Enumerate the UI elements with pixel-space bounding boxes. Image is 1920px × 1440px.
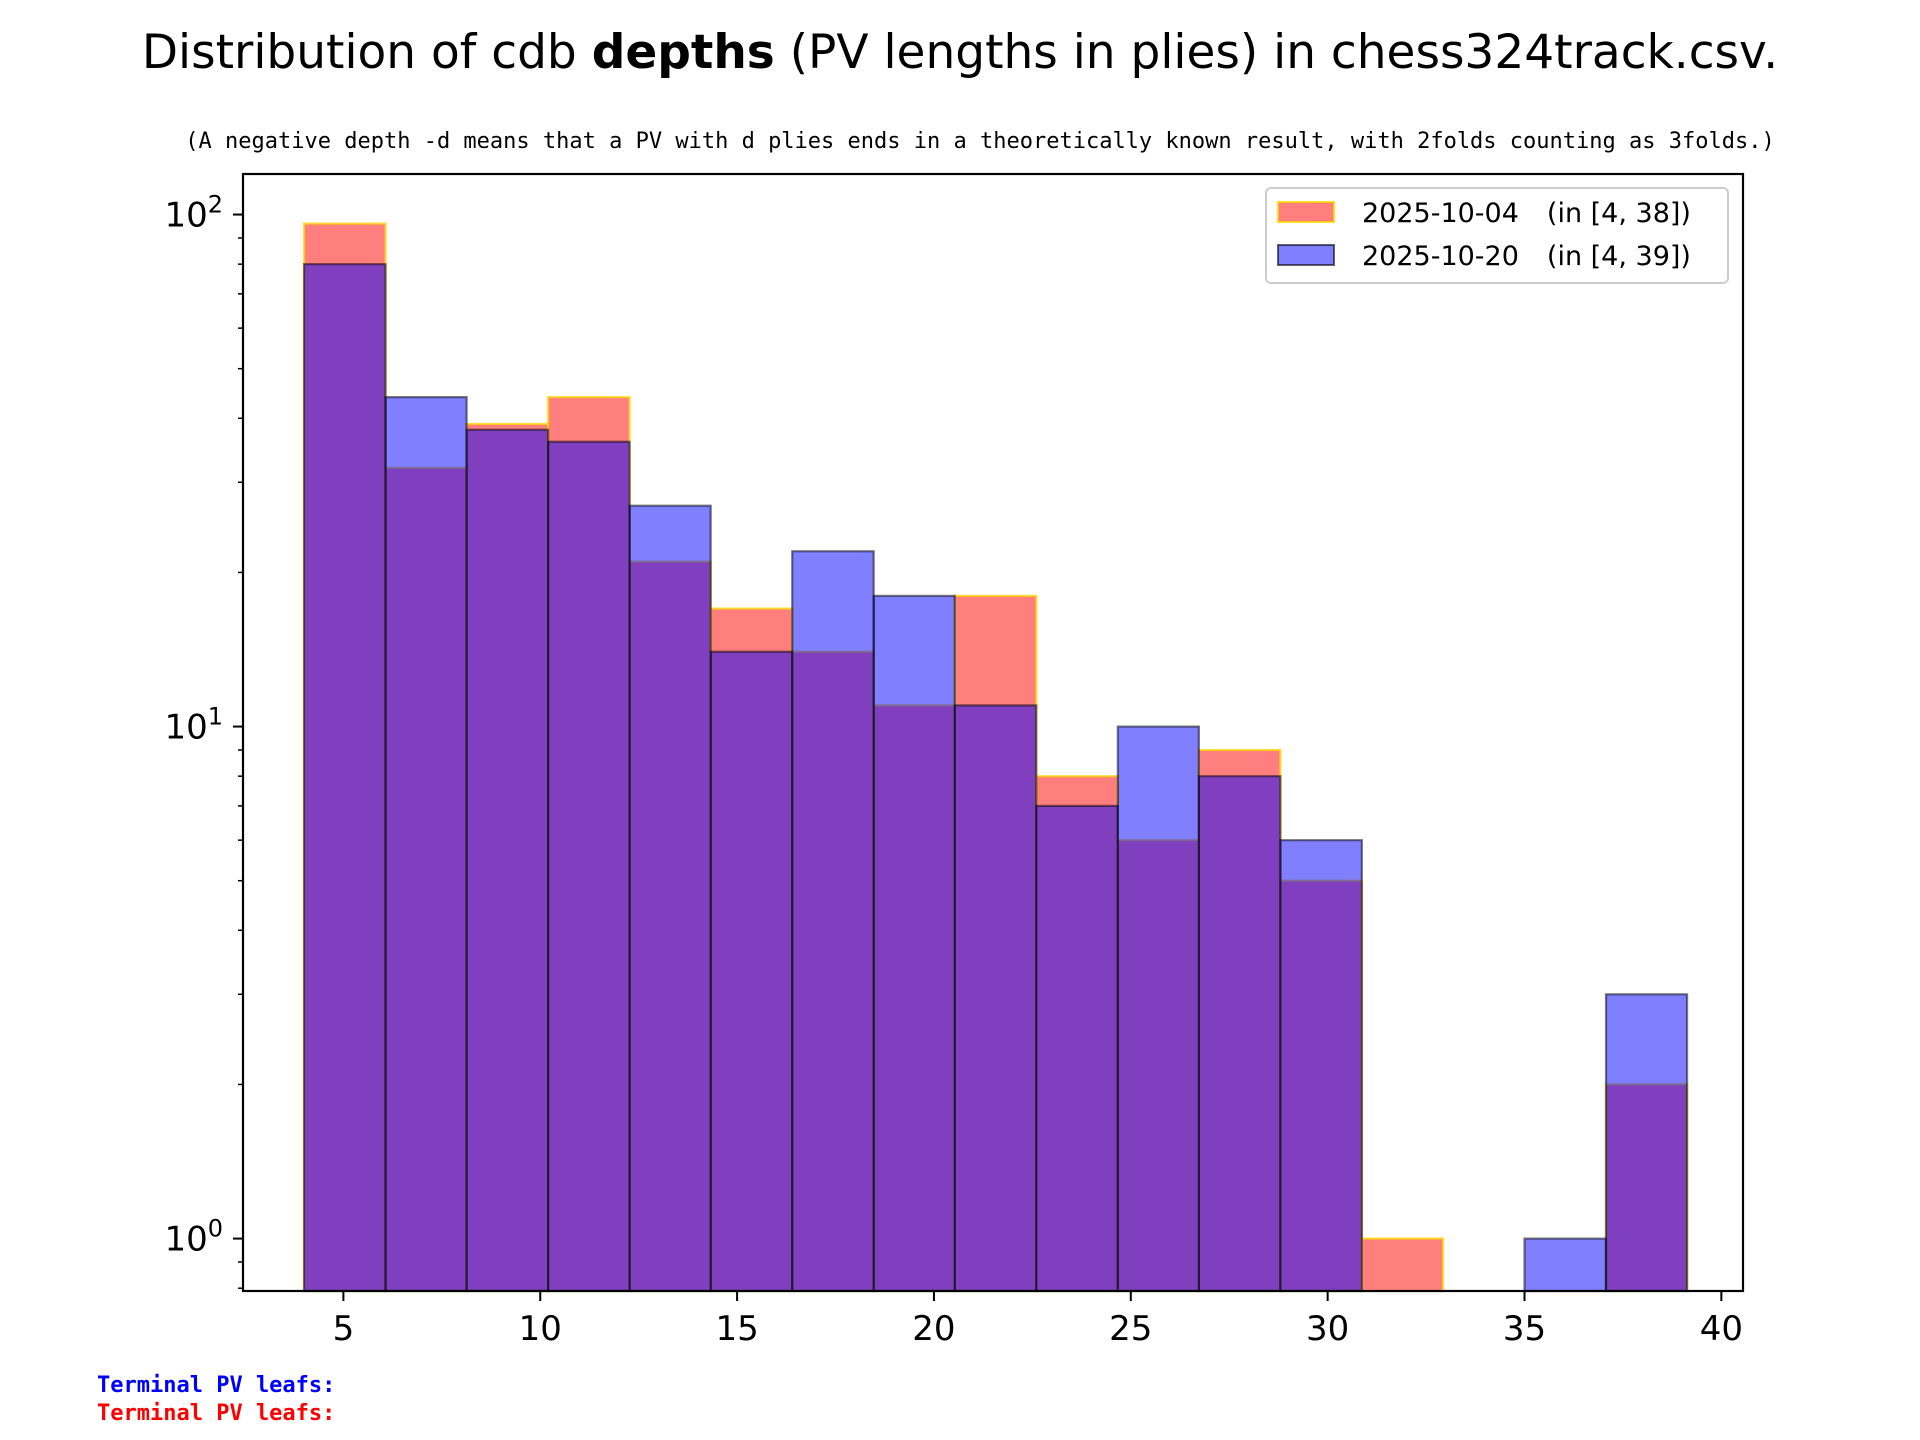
x-tick-label-20: 20	[912, 1309, 955, 1349]
y-tick-label-10-2: 102	[164, 191, 223, 236]
legend-label-2025-10-04: 2025-10-04 (in [4, 38])	[1362, 198, 1691, 229]
bar-2025-10-20-bin-11	[1116, 725, 1201, 1293]
x-tick-label-10: 10	[519, 1309, 562, 1349]
chart-title: Distribution of cdb depths (PV lengths i…	[142, 25, 1778, 80]
legend-box	[1265, 187, 1729, 284]
y-axis: 100 101 102	[164, 191, 243, 1289]
series-2025-10-20-bars	[302, 263, 1689, 1293]
bar-2025-10-20-bin-13	[1279, 839, 1363, 1293]
x-tick-label-5: 5	[333, 1309, 355, 1349]
bar-2025-10-20-bin-5	[628, 504, 712, 1293]
bar-2025-10-20-bin-17	[1604, 993, 1689, 1293]
x-tick-label-15: 15	[715, 1309, 758, 1349]
y-tick-label-10-0: 100	[164, 1215, 223, 1260]
bar-2025-10-20-bin-6	[709, 650, 794, 1293]
legend-swatch-2025-10-04	[1277, 201, 1335, 223]
bar-2025-10-20-bin-1	[302, 263, 387, 1293]
x-tick-label-30: 30	[1306, 1309, 1349, 1349]
x-tick-label-40: 40	[1700, 1309, 1743, 1349]
legend-swatch-2025-10-20	[1277, 244, 1335, 266]
bar-2025-10-20-bin-2	[384, 396, 468, 1293]
y-tick-label-10-1: 101	[164, 703, 223, 748]
x-tick-label-25: 25	[1109, 1309, 1152, 1349]
x-axis: 5 10 15 20 25 30 35 40	[333, 1291, 1743, 1349]
bar-2025-10-20-bin-10	[1035, 804, 1119, 1293]
footer-terminal-pv-leafs-blue: Terminal PV leafs:	[97, 1373, 335, 1398]
bar-2025-10-20-bin-7	[791, 550, 875, 1293]
bar-2025-10-20-bin-12	[1197, 775, 1282, 1293]
bar-2025-10-04-bin-14	[1360, 1237, 1445, 1293]
bar-2025-10-20-bin-4	[547, 440, 631, 1293]
plot-frame	[241, 172, 1745, 1293]
bar-2025-10-20-bin-3	[465, 428, 550, 1293]
bar-2025-10-20-bin-16	[1523, 1237, 1608, 1293]
chart-subtitle: (A negative depth -d means that a PV wit…	[185, 129, 1774, 154]
bar-2025-10-20-bin-8	[872, 594, 956, 1293]
bar-2025-10-20-bin-9	[953, 704, 1038, 1293]
x-tick-label-35: 35	[1503, 1309, 1546, 1349]
legend: 2025-10-04 (in [4, 38]) 2025-10-20 (in [4,…	[1265, 187, 1729, 284]
legend-label-2025-10-20: 2025-10-20 (in [4, 39])	[1362, 241, 1691, 272]
footer-terminal-pv-leafs-red: Terminal PV leafs:	[97, 1401, 335, 1426]
